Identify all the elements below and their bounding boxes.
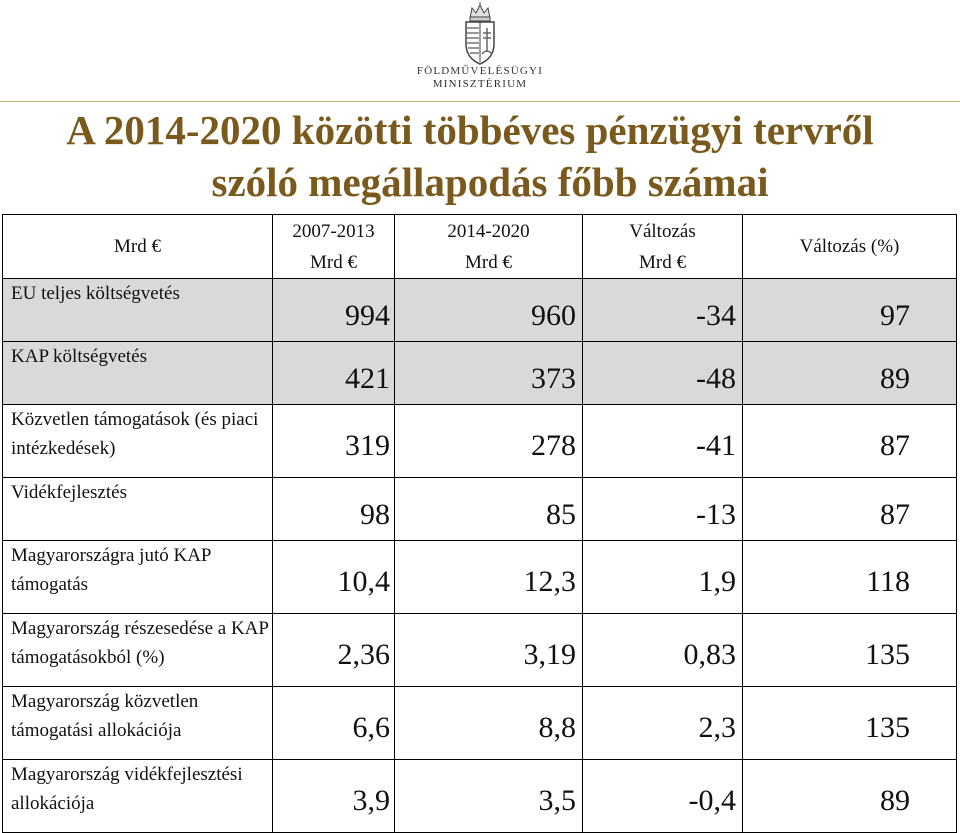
cell-2014-2020: 278 <box>394 404 583 478</box>
page-title-line1: A 2014-2020 közötti többéves pénzügyi te… <box>66 107 874 153</box>
cell-2007-2013: 98 <box>272 477 395 541</box>
header-divider <box>0 101 960 102</box>
table-row: Vidékfejlesztés 98 85 -13 87 <box>2 477 957 541</box>
header-change: Változás Mrd € <box>582 214 743 279</box>
table-row: Magyarország részesedése a KAP támogatás… <box>2 613 957 687</box>
cell-2014-2020: 12,3 <box>394 540 583 614</box>
cell-2007-2013: 421 <box>272 341 395 405</box>
ministry-logo <box>390 2 570 102</box>
table-row: Magyarország közvetlen támogatási alloká… <box>2 686 957 760</box>
header-2007-2013-period: 2007-2013 <box>292 220 375 242</box>
cell-2014-2020: 373 <box>394 341 583 405</box>
header-2014-2020-unit: Mrd € <box>465 251 512 273</box>
cell-change-percent: 89 <box>742 759 957 833</box>
cell-2007-2013: 2,36 <box>272 613 395 687</box>
table-row: KAP költségvetés 421 373 -48 89 <box>2 341 957 405</box>
row-label: EU teljes költségvetés <box>2 278 273 342</box>
header-change-label: Változás <box>629 220 696 242</box>
row-label: KAP költségvetés <box>2 341 273 405</box>
cell-change-percent: 87 <box>742 477 957 541</box>
cell-change: -34 <box>582 278 743 342</box>
ministry-name-line2: MINISZTÉRIUM <box>432 78 528 90</box>
table-row: Magyarország vidékfejlesztési allokációj… <box>2 759 957 833</box>
header-change-percent: Változás (%) <box>742 214 957 279</box>
header-2014-2020: 2014-2020 Mrd € <box>394 214 583 279</box>
cell-2014-2020: 3,19 <box>394 613 583 687</box>
cell-change-percent: 89 <box>742 341 957 405</box>
cell-change-percent: 97 <box>742 278 957 342</box>
ministry-name-line1: FÖLDMŰVELÉSÜGYI <box>416 65 544 77</box>
cell-change-percent: 135 <box>742 613 957 687</box>
cell-change-percent: 135 <box>742 686 957 760</box>
cell-change-percent: 118 <box>742 540 957 614</box>
cell-change: -13 <box>582 477 743 541</box>
row-label: Magyarország vidékfejlesztési allokációj… <box>2 759 273 833</box>
cell-2007-2013: 319 <box>272 404 395 478</box>
table-row: EU teljes költségvetés 994 960 -34 97 <box>2 278 957 342</box>
cell-change: -0,4 <box>582 759 743 833</box>
table-row: Magyarországra jutó KAP támogatás 10,4 1… <box>2 540 957 614</box>
header-unit: Mrd € <box>2 214 273 279</box>
cell-2014-2020: 960 <box>394 278 583 342</box>
row-label: Közvetlen támogatások (és piaci intézked… <box>2 404 273 478</box>
cell-2007-2013: 6,6 <box>272 686 395 760</box>
ministry-name: FÖLDMŰVELÉSÜGYI MINISZTÉRIUM <box>380 65 580 91</box>
row-label: Magyarország részesedése a KAP támogatás… <box>2 613 273 687</box>
cell-change: 0,83 <box>582 613 743 687</box>
header-change-unit: Mrd € <box>639 251 686 273</box>
cell-2014-2020: 3,5 <box>394 759 583 833</box>
header-2007-2013-unit: Mrd € <box>310 251 357 273</box>
row-label: Magyarországra jutó KAP támogatás <box>2 540 273 614</box>
row-label: Vidékfejlesztés <box>2 477 273 541</box>
budget-table: Mrd € 2007-2013 Mrd € 2014-2020 Mrd € Vá… <box>2 214 957 833</box>
table-header-row: Mrd € 2007-2013 Mrd € 2014-2020 Mrd € Vá… <box>2 214 957 279</box>
row-label: Magyarország közvetlen támogatási alloká… <box>2 686 273 760</box>
page-title-line2: szóló megállapodás főbb számai <box>211 159 769 205</box>
table-row: Közvetlen támogatások (és piaci intézked… <box>2 404 957 478</box>
cell-2014-2020: 85 <box>394 477 583 541</box>
cell-change: 1,9 <box>582 540 743 614</box>
page-title: A 2014-2020 közötti többéves pénzügyi te… <box>0 104 960 208</box>
header-2014-2020-period: 2014-2020 <box>447 220 530 242</box>
cell-change-percent: 87 <box>742 404 957 478</box>
cell-change: 2,3 <box>582 686 743 760</box>
cell-change: -48 <box>582 341 743 405</box>
cell-2014-2020: 8,8 <box>394 686 583 760</box>
cell-change: -41 <box>582 404 743 478</box>
coat-of-arms-icon <box>465 2 495 65</box>
cell-2007-2013: 10,4 <box>272 540 395 614</box>
header-2007-2013: 2007-2013 Mrd € <box>272 214 395 279</box>
cell-2007-2013: 3,9 <box>272 759 395 833</box>
cell-2007-2013: 994 <box>272 278 395 342</box>
